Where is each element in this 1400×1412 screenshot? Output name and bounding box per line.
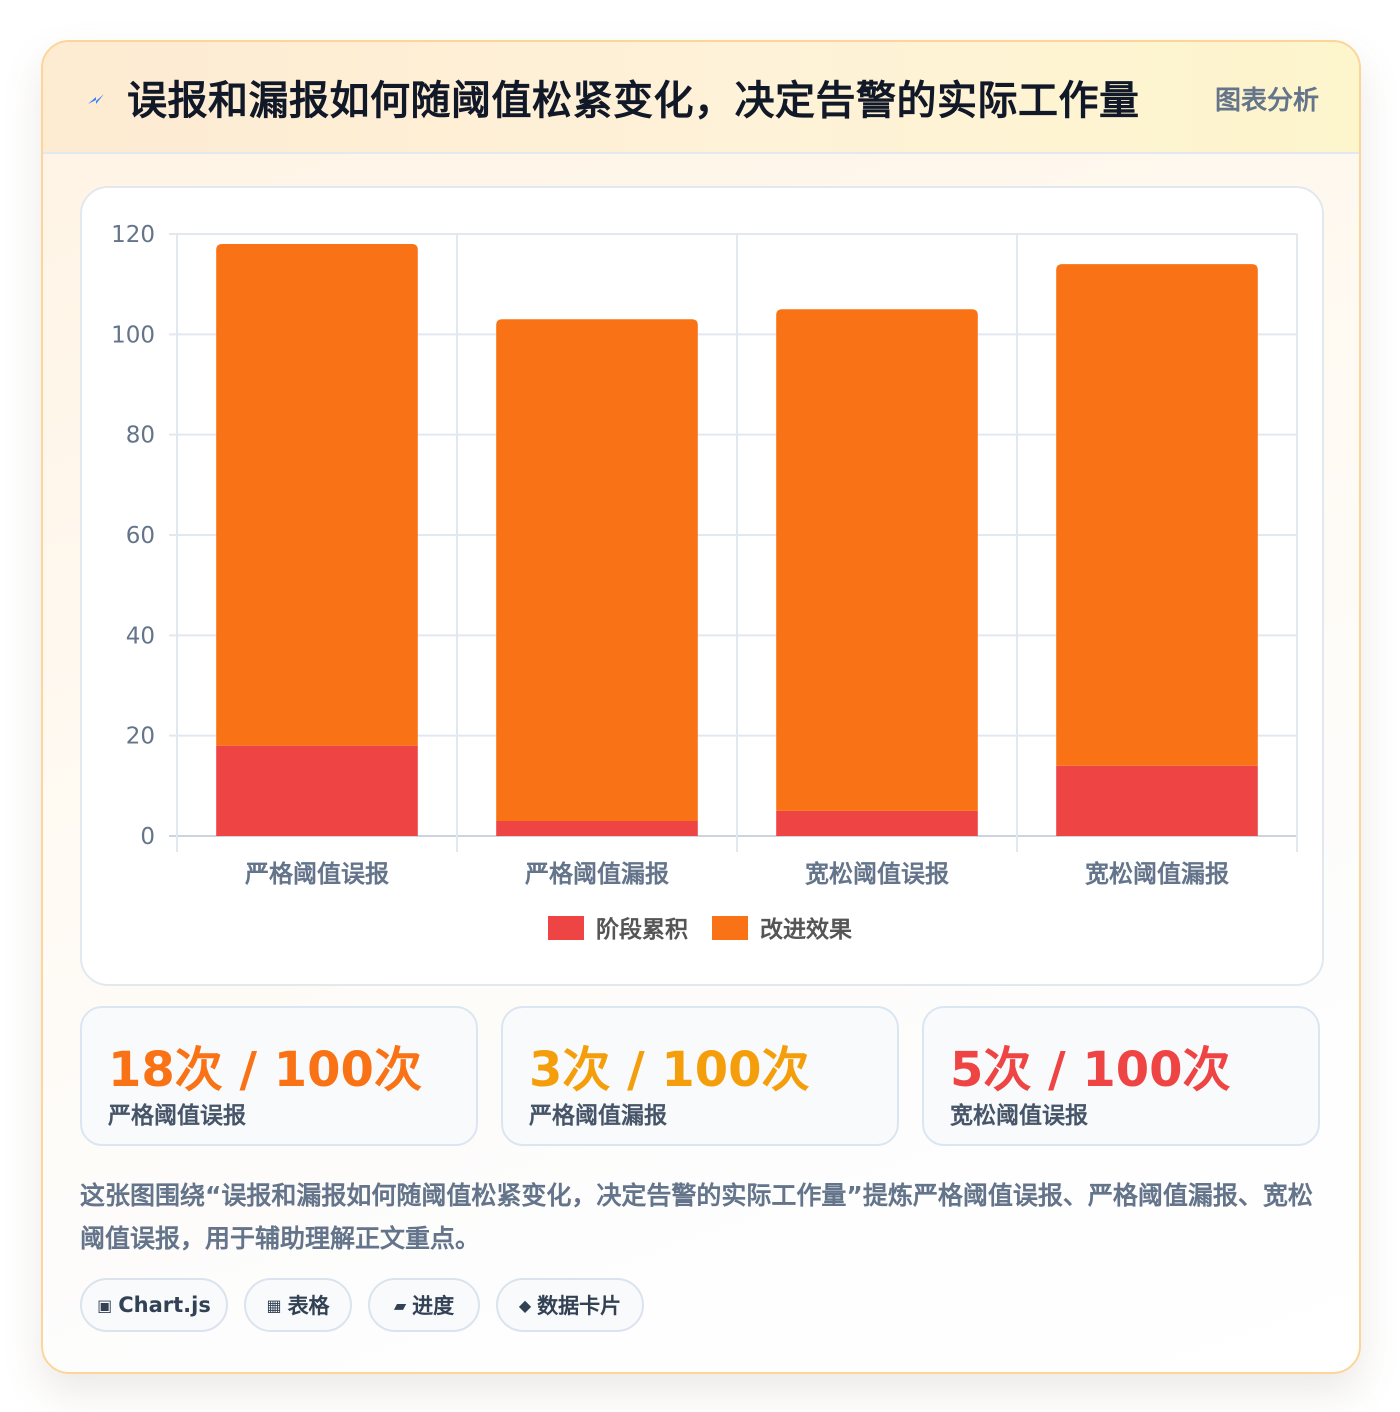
chart-card: 误报和漏报如何随阈值松紧变化，决定告警的实际工作量 图表分析 0 20 40 60 80… [41, 40, 1361, 1374]
y-tick-label: 0 [140, 824, 155, 850]
stat-card-2: 3次 / 100次 严格阈值漏报 [501, 1006, 899, 1146]
progress-icon: ▰ [393, 1295, 407, 1315]
card-header: 误报和漏报如何随阈值松紧变化，决定告警的实际工作量 图表分析 [43, 42, 1359, 154]
stacked-bar-chart: 0 20 40 60 80 100 120 严格阈值误报 严格阈值漏报 宽松阈值误报 宽松阈值漏报阶… [111, 222, 1298, 943]
bar-segment-2 [496, 319, 698, 821]
chart-analysis-tag: 图表分析 [1214, 86, 1319, 116]
stat-value: 3次 / 100次 [529, 1042, 810, 1098]
x-tick-label: 宽松阈值漏报 [1085, 860, 1229, 888]
chart-panel: 0 20 40 60 80 100 120 严格阈值误报 严格阈值漏报 宽松阈值误报 宽松阈值漏报阶… [80, 186, 1324, 986]
stat-value: 18次 / 100次 [108, 1042, 422, 1098]
legend-swatch [712, 916, 748, 940]
page-title: 误报和漏报如何随阈值松紧变化，决定告警的实际工作量 [127, 78, 1140, 124]
bar-segment-1 [1056, 765, 1258, 836]
bar-segment-2 [1056, 264, 1258, 766]
stat-label: 严格阈值误报 [108, 1103, 246, 1129]
table-icon: ▦ [266, 1295, 282, 1315]
bar-segment-2 [216, 244, 418, 746]
legend-swatch [548, 916, 584, 940]
chip-label: Chart.js [118, 1293, 211, 1317]
x-tick-label: 严格阈值误报 [245, 860, 389, 888]
bar-segment-2 [776, 309, 978, 811]
bar-segment-1 [216, 745, 418, 836]
stat-card-1: 18次 / 100次 严格阈值误报 [80, 1006, 478, 1146]
legend-label: 阶段累积 [596, 916, 688, 943]
bar-segment-1 [776, 810, 978, 836]
chart-icon: ▣ [97, 1295, 113, 1315]
y-tick-label: 100 [111, 322, 155, 348]
x-tick-label: 严格阈值漏报 [525, 860, 669, 888]
stat-label: 宽松阈值误报 [950, 1103, 1088, 1129]
chip-table[interactable]: ▦ 表格 [244, 1278, 352, 1332]
y-tick-label: 20 [126, 724, 155, 750]
y-tick-label: 80 [126, 423, 155, 449]
chip-label: 数据卡片 [537, 1294, 622, 1318]
chart-description: 这张图围绕“误报和漏报如何随阈值松紧变化，决定告警的实际工作量”提炼严格阈值误报… [80, 1181, 1313, 1253]
stat-card-3: 5次 / 100次 宽松阈值误报 [922, 1006, 1320, 1146]
y-tick-label: 120 [111, 222, 155, 248]
bar-segment-1 [496, 820, 698, 836]
chip-data-card[interactable]: ◆ 数据卡片 [496, 1278, 644, 1332]
chip-label: 表格 [287, 1294, 330, 1318]
chip-progress[interactable]: ▰ 进度 [368, 1278, 480, 1332]
stat-value: 5次 / 100次 [950, 1042, 1231, 1098]
legend-label: 改进效果 [760, 916, 852, 943]
x-tick-label: 宽松阈值误报 [805, 860, 949, 888]
y-tick-label: 40 [126, 623, 155, 649]
chip-chartjs[interactable]: ▣ Chart.js [80, 1278, 228, 1332]
diamond-icon: ◆ [518, 1295, 532, 1315]
lightning-icon [88, 94, 104, 104]
y-tick-label: 60 [126, 523, 155, 549]
chip-label: 进度 [412, 1294, 455, 1318]
stat-label: 严格阈值漏报 [529, 1103, 667, 1129]
